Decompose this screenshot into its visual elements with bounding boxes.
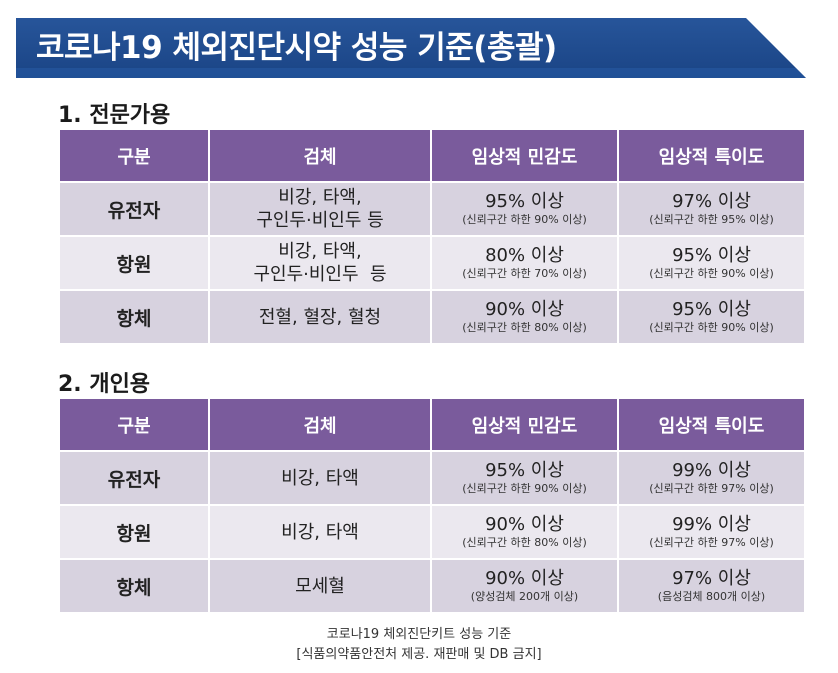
row-specificity: 95% 이상 (신뢰구간 하한 90% 이상) [619, 237, 804, 289]
specimen-line: 비강, 타액 [281, 521, 359, 543]
row-specificity: 99% 이상 (신뢰구간 하한 97% 이상) [619, 506, 804, 558]
specificity-note: (신뢰구간 하한 97% 이상) [649, 482, 774, 495]
table-row: 항체 모세혈 90% 이상 (양성검체 200개 이상) 97% 이상 (음성검… [60, 560, 804, 612]
criteria-table-professional: 구분 검체 임상적 민감도 임상적 특이도 유전자 비강, 타액, 구인두·비인… [58, 128, 806, 345]
row-category: 유전자 [60, 183, 208, 235]
specificity-value: 99% 이상 [672, 514, 751, 535]
section-title-personal: 2. 개인용 [58, 372, 151, 397]
sensitivity-value: 90% 이상 [485, 299, 564, 320]
specificity-value: 95% 이상 [672, 245, 751, 266]
row-specificity: 97% 이상 (음성검체 800개 이상) [619, 560, 804, 612]
sensitivity-value: 80% 이상 [485, 245, 564, 266]
row-specimen: 비강, 타액 [210, 452, 430, 504]
row-sensitivity: 95% 이상 (신뢰구간 하한 90% 이상) [432, 183, 617, 235]
row-category: 항체 [60, 291, 208, 343]
specimen-line: 비강, 타액, [278, 241, 362, 262]
title-banner [16, 18, 806, 78]
row-sensitivity: 80% 이상 (신뢰구간 하한 70% 이상) [432, 237, 617, 289]
row-specificity: 97% 이상 (신뢰구간 하한 95% 이상) [619, 183, 804, 235]
row-specificity: 99% 이상 (신뢰구간 하한 97% 이상) [619, 452, 804, 504]
header-sensitivity: 임상적 민감도 [432, 130, 617, 181]
table-row: 항원 비강, 타액 90% 이상 (신뢰구간 하한 80% 이상) 99% 이상… [60, 506, 804, 558]
specificity-value: 97% 이상 [672, 568, 751, 589]
sensitivity-value: 95% 이상 [485, 191, 564, 212]
header-category: 구분 [60, 130, 208, 181]
section-title-professional: 1. 전문가용 [58, 103, 171, 128]
specificity-note: (신뢰구간 하한 97% 이상) [649, 536, 774, 549]
table-row: 유전자 비강, 타액 95% 이상 (신뢰구간 하한 90% 이상) 99% 이… [60, 452, 804, 504]
header-sensitivity: 임상적 민감도 [432, 399, 617, 450]
row-sensitivity: 90% 이상 (양성검체 200개 이상) [432, 560, 617, 612]
title-banner-stripe [16, 68, 806, 78]
row-sensitivity: 90% 이상 (신뢰구간 하한 80% 이상) [432, 506, 617, 558]
header-specificity: 임상적 특이도 [619, 130, 804, 181]
sensitivity-note: (신뢰구간 하한 80% 이상) [462, 536, 587, 549]
specimen-line: 구인두·비인두 등 [253, 264, 387, 285]
table-header-row: 구분 검체 임상적 민감도 임상적 특이도 [60, 130, 804, 181]
specificity-note: (신뢰구간 하한 95% 이상) [649, 213, 774, 226]
specimen-line: 모세혈 [295, 575, 345, 597]
specificity-value: 97% 이상 [672, 191, 751, 212]
specimen-line: 비강, 타액, [278, 187, 362, 208]
row-specimen: 모세혈 [210, 560, 430, 612]
sensitivity-value: 95% 이상 [485, 460, 564, 481]
sensitivity-value: 90% 이상 [485, 514, 564, 535]
row-category: 항체 [60, 560, 208, 612]
row-category: 항원 [60, 506, 208, 558]
row-sensitivity: 95% 이상 (신뢰구간 하한 90% 이상) [432, 452, 617, 504]
row-specimen: 비강, 타액, 구인두·비인두 등 [210, 183, 430, 235]
sensitivity-note: (신뢰구간 하한 70% 이상) [462, 267, 587, 280]
header-specimen: 검체 [210, 399, 430, 450]
specimen-line: 구인두·비인두 등 [256, 210, 384, 231]
row-specimen: 비강, 타액 [210, 506, 430, 558]
table-row: 항원 비강, 타액, 구인두·비인두 등 80% 이상 (신뢰구간 하한 70%… [60, 237, 804, 289]
sensitivity-note: (양성검체 200개 이상) [470, 590, 579, 603]
table-row: 항체 전혈, 혈장, 혈청 90% 이상 (신뢰구간 하한 80% 이상) 95… [60, 291, 804, 343]
table-header-row: 구분 검체 임상적 민감도 임상적 특이도 [60, 399, 804, 450]
specimen-line: 비강, 타액 [281, 467, 359, 489]
specificity-note: (음성검체 800개 이상) [657, 590, 766, 603]
sensitivity-value: 90% 이상 [485, 568, 564, 589]
banner-title: 코로나19 체외진단시약 성능 기준(총괄) [36, 30, 557, 66]
row-sensitivity: 90% 이상 (신뢰구간 하한 80% 이상) [432, 291, 617, 343]
specificity-value: 95% 이상 [672, 299, 751, 320]
criteria-table-personal: 구분 검체 임상적 민감도 임상적 특이도 유전자 비강, 타액 95% 이상 … [58, 397, 806, 614]
image-caption: 코로나19 체외진단키트 성능 기준 [식품의약품안전처 제공. 재판매 및 D… [0, 625, 838, 665]
row-category: 유전자 [60, 452, 208, 504]
table-row: 유전자 비강, 타액, 구인두·비인두 등 95% 이상 (신뢰구간 하한 90… [60, 183, 804, 235]
header-specimen: 검체 [210, 130, 430, 181]
specificity-value: 99% 이상 [672, 460, 751, 481]
row-specimen: 전혈, 혈장, 혈청 [210, 291, 430, 343]
sensitivity-note: (신뢰구간 하한 90% 이상) [462, 213, 587, 226]
specificity-note: (신뢰구간 하한 90% 이상) [649, 321, 774, 334]
header-specificity: 임상적 특이도 [619, 399, 804, 450]
row-specimen: 비강, 타액, 구인두·비인두 등 [210, 237, 430, 289]
caption-line-2: [식품의약품안전처 제공. 재판매 및 DB 금지] [296, 647, 542, 662]
sensitivity-note: (신뢰구간 하한 80% 이상) [462, 321, 587, 334]
row-specificity: 95% 이상 (신뢰구간 하한 90% 이상) [619, 291, 804, 343]
sensitivity-note: (신뢰구간 하한 90% 이상) [462, 482, 587, 495]
caption-line-1: 코로나19 체외진단키트 성능 기준 [326, 627, 512, 642]
header-category: 구분 [60, 399, 208, 450]
specimen-line: 전혈, 혈장, 혈청 [258, 306, 382, 328]
specificity-note: (신뢰구간 하한 90% 이상) [649, 267, 774, 280]
row-category: 항원 [60, 237, 208, 289]
